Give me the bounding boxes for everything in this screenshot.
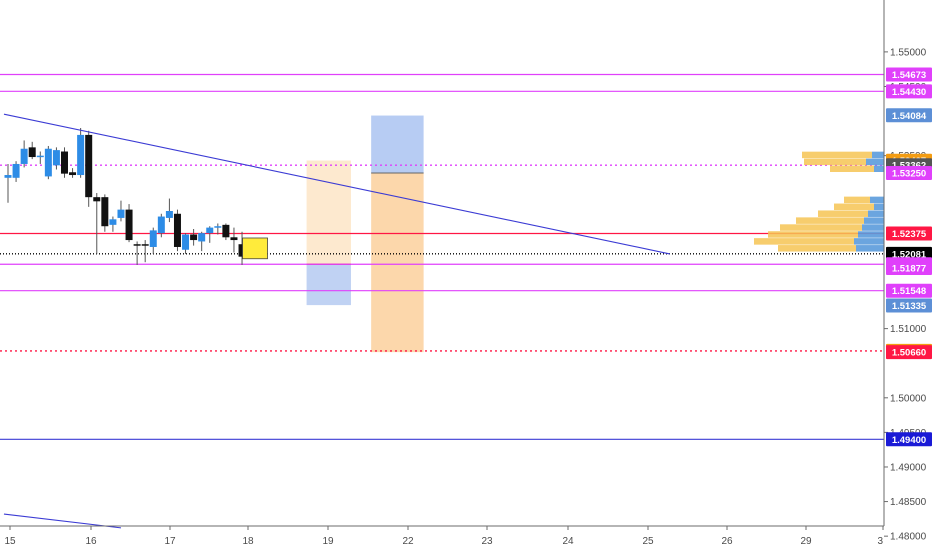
candle-body — [77, 134, 85, 176]
y-tick-label: 1.51000 — [890, 324, 927, 335]
volume-profile-bar — [754, 238, 854, 245]
volume-profile-bar — [818, 210, 868, 217]
price-badge — [886, 345, 932, 360]
price-badge — [886, 260, 932, 275]
candle-body — [214, 226, 222, 228]
price-badge-label: 1.54673 — [892, 70, 926, 81]
candle-body — [125, 209, 133, 241]
candle-body — [182, 234, 190, 250]
volume-profile-bar — [856, 245, 884, 252]
price-badge-label: 1.51877 — [892, 263, 926, 274]
candle-body — [60, 151, 68, 174]
candle-body — [101, 197, 109, 227]
x-tick-label: 26 — [721, 536, 733, 547]
candle-body — [230, 237, 238, 241]
candle-body — [4, 175, 12, 178]
short-stop-zone — [306, 160, 351, 265]
candle-body — [165, 211, 173, 218]
candle-body — [173, 213, 181, 247]
candle-body — [20, 148, 28, 164]
candle-body — [149, 230, 157, 247]
price-badge-label: 1.52375 — [892, 229, 927, 240]
price-badge — [886, 283, 932, 298]
price-badge — [886, 108, 932, 123]
x-tick-label: 17 — [164, 536, 176, 547]
price-badge-label: 1.50660 — [892, 348, 926, 359]
price-badge-label: 1.54430 — [892, 87, 926, 98]
trendline — [3, 113, 670, 255]
candle-body — [12, 163, 20, 178]
volume-profile-bar — [796, 217, 864, 224]
price-badge-label: 1.49400 — [892, 435, 926, 446]
candle-body — [36, 155, 44, 158]
x-tick-label: 25 — [642, 536, 654, 547]
long-stop-zone — [371, 172, 424, 353]
price-badge-label: 1.52081 — [892, 249, 927, 260]
volume-profile-bar — [858, 231, 884, 238]
candle-body — [157, 216, 165, 234]
volume-profile-bar — [768, 231, 858, 238]
long-target-zone — [371, 115, 424, 173]
volume-profile-bar — [834, 203, 874, 211]
y-tick-label: 1.50000 — [890, 393, 927, 404]
volume-profile-bar — [874, 203, 884, 211]
volume-profile-bar — [870, 196, 884, 204]
candle-body — [117, 209, 125, 218]
short-target-zone — [306, 264, 351, 306]
candle-body — [69, 172, 77, 176]
candle-body — [109, 219, 117, 225]
candle-body — [206, 227, 214, 234]
price-badge-label: 1.51548 — [892, 286, 926, 297]
candle-body — [190, 234, 198, 241]
x-tick-label: 29 — [800, 536, 812, 547]
price-badge-label: 1.51335 — [892, 301, 927, 312]
volume-profile-bar — [854, 238, 884, 245]
volume-profile-bar — [864, 217, 884, 224]
price-badge — [886, 226, 932, 241]
volume-profile-bar — [844, 196, 870, 204]
candle-body — [141, 244, 149, 246]
price-badge — [886, 165, 932, 180]
volume-profile-bar — [874, 165, 884, 172]
x-tick-label: 23 — [481, 536, 493, 547]
volume-profile-bar — [872, 151, 884, 159]
y-tick-label: 1.55000 — [890, 47, 927, 58]
price-badge — [886, 84, 932, 99]
x-tick-label: 22 — [402, 536, 414, 547]
volume-profile-bar — [868, 210, 884, 217]
x-tick-label: 15 — [4, 536, 16, 547]
candle-body — [85, 134, 93, 198]
price-badge — [886, 432, 932, 447]
x-tick-label: 3 — [877, 536, 883, 547]
x-tick-label: 18 — [242, 536, 254, 547]
y-tick-label: 1.48000 — [890, 532, 927, 543]
x-tick-label: 16 — [85, 536, 97, 547]
candle-body — [238, 244, 246, 257]
y-tick-label: 1.48500 — [890, 497, 927, 508]
price-badge — [886, 298, 932, 313]
x-tick-label: 24 — [562, 536, 574, 547]
candle-body — [52, 150, 60, 166]
volume-profile-bar — [830, 165, 874, 172]
candle-body — [44, 148, 52, 177]
candle-body — [28, 147, 36, 158]
price-badge-label: 1.54084 — [892, 111, 927, 122]
volume-profile-bar — [778, 245, 856, 252]
volume-profile-bar — [866, 158, 884, 166]
volume-profile-bar — [862, 224, 884, 231]
price-marker — [242, 237, 268, 260]
volume-profile-bar — [780, 224, 862, 231]
candle-body — [222, 224, 230, 238]
candle-body — [93, 197, 101, 202]
price-badge — [886, 67, 932, 82]
candle-body — [133, 244, 141, 246]
price-badge-label: 1.53250 — [892, 168, 926, 179]
candle-body — [198, 233, 206, 242]
volume-profile-bar — [802, 151, 872, 159]
y-tick-label: 1.49000 — [890, 462, 927, 473]
volume-profile-bar — [804, 158, 866, 166]
x-tick-label: 19 — [322, 536, 334, 547]
